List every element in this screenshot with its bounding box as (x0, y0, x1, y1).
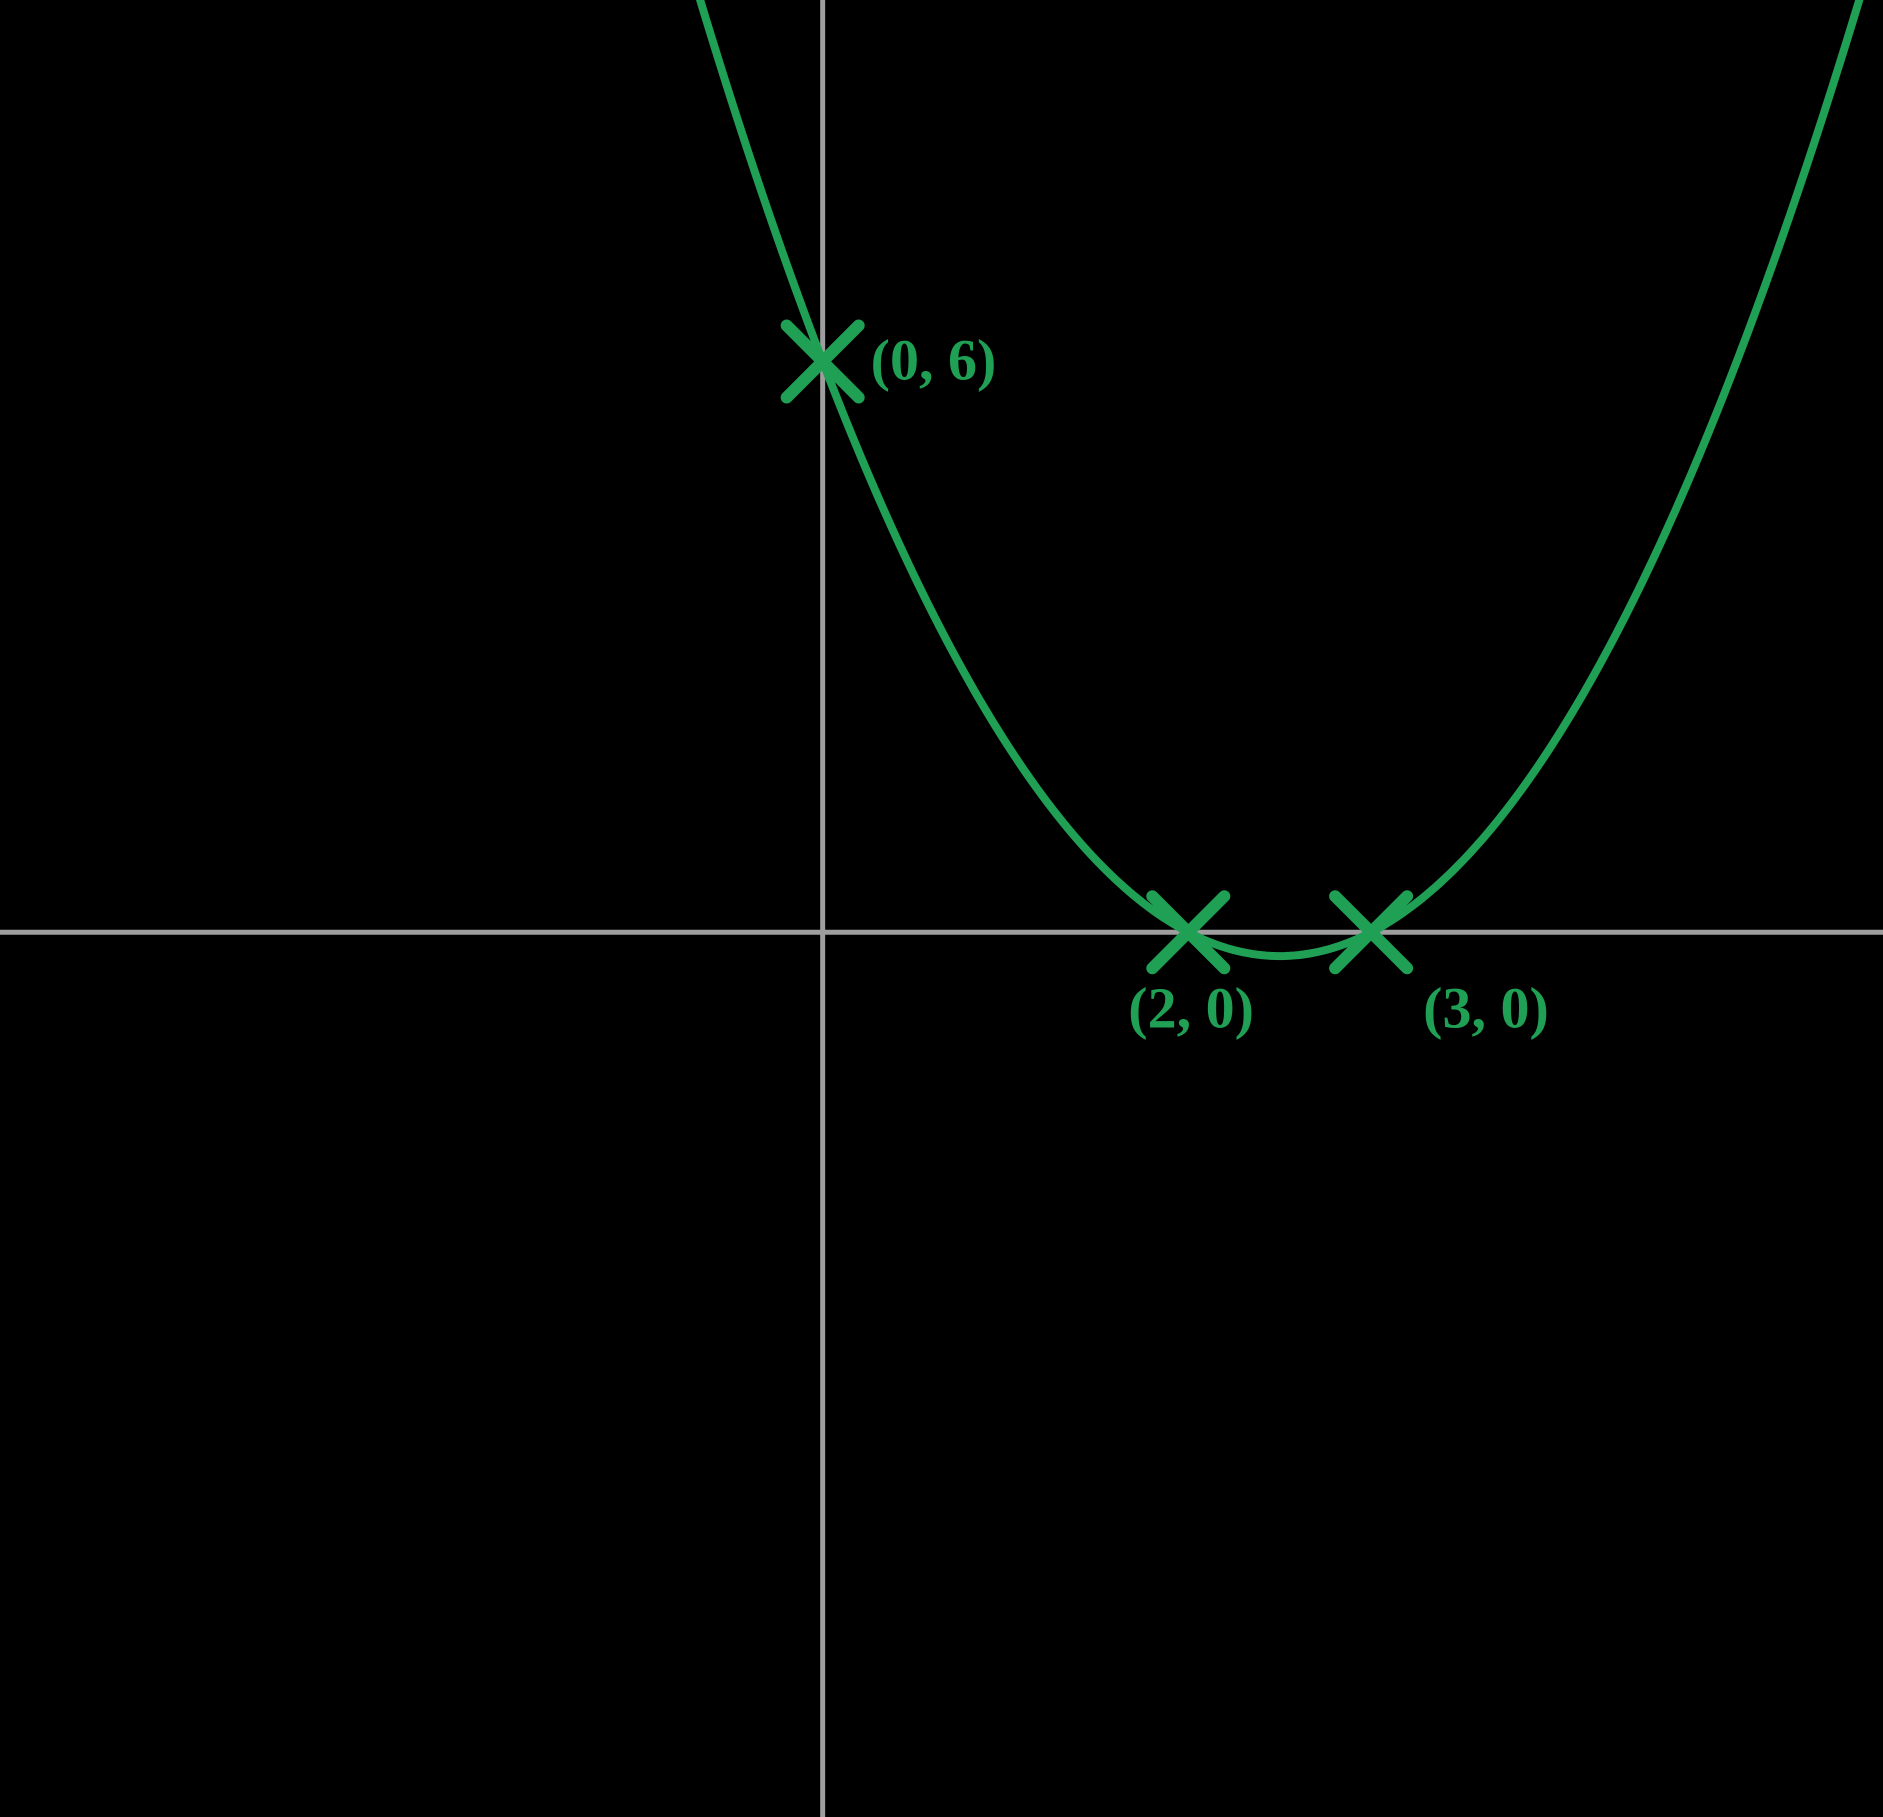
point-label: (2, 0) (1128, 975, 1254, 1040)
parabola-chart: (0, 6) (2, 0) (3, 0) (0, 0, 1883, 1817)
chart-background (0, 0, 1883, 1817)
point-label: (0, 6) (871, 327, 997, 392)
point-label: (3, 0) (1423, 975, 1549, 1040)
